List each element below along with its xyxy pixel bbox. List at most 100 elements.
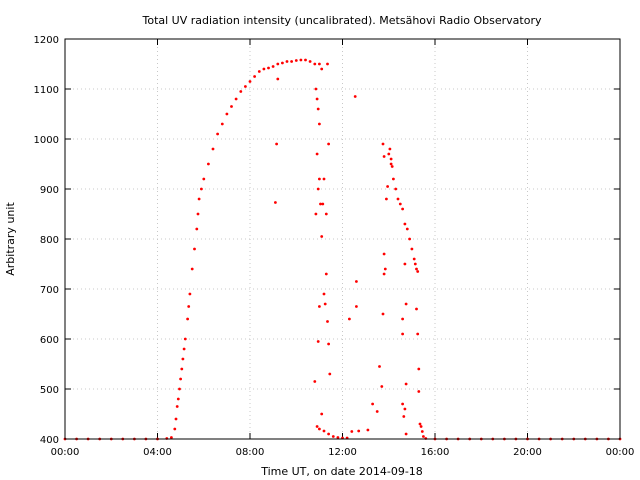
data-point — [357, 429, 361, 433]
data-point — [178, 387, 181, 391]
data-point — [326, 320, 329, 323]
data-point — [403, 222, 407, 226]
data-point — [318, 122, 321, 126]
data-point — [315, 425, 319, 428]
axis-ticks: 00:00 04:00 08:00 12:00 16:00 20:00 00:0040050… — [34, 35, 635, 458]
y-tick-label: 600 — [40, 335, 59, 346]
data-point — [410, 247, 414, 251]
y-tick-label: 800 — [40, 235, 59, 246]
data-point — [408, 237, 411, 241]
data-point — [274, 201, 277, 204]
data-point — [257, 70, 261, 73]
x-tick-label: 08:00 — [236, 447, 265, 458]
data-point — [381, 142, 385, 146]
data-point — [176, 397, 180, 401]
data-point — [416, 332, 420, 336]
data-point — [321, 202, 325, 206]
chart-title: Total UV radiation intensity (uncalibrat… — [142, 14, 542, 27]
data-point — [196, 212, 200, 216]
data-point — [383, 267, 387, 271]
y-tick-label: 1000 — [34, 135, 59, 146]
data-point — [418, 422, 422, 426]
data-point — [381, 312, 385, 316]
data-point — [244, 85, 247, 88]
data-point — [422, 435, 425, 438]
data-point — [319, 202, 322, 206]
data-point — [180, 367, 184, 371]
data-point — [404, 382, 408, 386]
data-point — [248, 80, 252, 83]
data-point — [401, 317, 404, 321]
data-point — [405, 227, 409, 231]
y-tick-label: 700 — [40, 285, 59, 296]
data-point — [186, 317, 190, 321]
data-point — [320, 235, 324, 238]
data-point — [380, 385, 384, 388]
data-point — [415, 307, 418, 311]
data-point — [387, 152, 391, 156]
data-point — [314, 212, 318, 216]
data-point — [386, 185, 389, 188]
y-tick-label: 1100 — [34, 85, 59, 96]
data-point — [313, 62, 317, 66]
data-point — [366, 428, 370, 432]
data-point — [318, 62, 321, 66]
data-point — [216, 132, 220, 136]
x-tick-label: 12:00 — [328, 447, 357, 458]
data-point — [412, 257, 416, 261]
data-point — [415, 267, 418, 271]
data-point — [290, 60, 293, 63]
data-point — [225, 112, 229, 116]
data-point — [331, 435, 335, 438]
data-point — [323, 302, 327, 306]
data-point — [326, 62, 329, 66]
data-point — [327, 142, 330, 146]
data-point — [353, 95, 357, 98]
x-tick-label: 20:00 — [513, 447, 542, 458]
y-axis-label: Arbitrary unit — [4, 202, 17, 276]
data-point — [324, 272, 328, 276]
data-point — [375, 410, 379, 413]
data-point — [316, 187, 320, 191]
data-point — [394, 187, 398, 191]
data-point — [327, 342, 330, 346]
y-tick-label: 400 — [40, 435, 59, 446]
data-point — [320, 67, 324, 71]
data-point — [416, 270, 420, 273]
data-point — [314, 87, 318, 91]
data-point — [174, 417, 178, 421]
data-point — [389, 157, 393, 161]
data-point — [385, 197, 388, 201]
x-tick-label: 04:00 — [143, 447, 172, 458]
data-point — [281, 61, 284, 65]
data-point — [267, 66, 270, 70]
data-point — [398, 202, 402, 206]
data-point — [413, 262, 417, 266]
data-point — [336, 436, 340, 439]
data-point — [403, 262, 407, 266]
data-point — [187, 305, 191, 308]
data-point — [262, 67, 266, 71]
x-tick-label: 16:00 — [421, 447, 450, 458]
data-point — [355, 305, 358, 308]
data-point — [318, 305, 321, 308]
data-point — [401, 332, 404, 336]
data-point — [322, 177, 326, 181]
data-point — [322, 292, 326, 296]
data-point — [350, 430, 354, 433]
data-point — [276, 62, 280, 66]
x-axis-label: Time UT, on date 2014-09-18 — [260, 465, 423, 478]
gridlines — [65, 39, 620, 439]
data-point — [389, 162, 393, 166]
data-point — [182, 347, 186, 351]
data-point — [239, 90, 243, 93]
data-point — [417, 390, 421, 393]
y-tick-label: 900 — [40, 185, 59, 196]
data-point — [308, 60, 312, 63]
data-point — [211, 147, 215, 151]
data-point — [188, 292, 192, 296]
data-point — [285, 60, 289, 63]
data-point — [390, 165, 394, 168]
data-point — [276, 77, 280, 81]
